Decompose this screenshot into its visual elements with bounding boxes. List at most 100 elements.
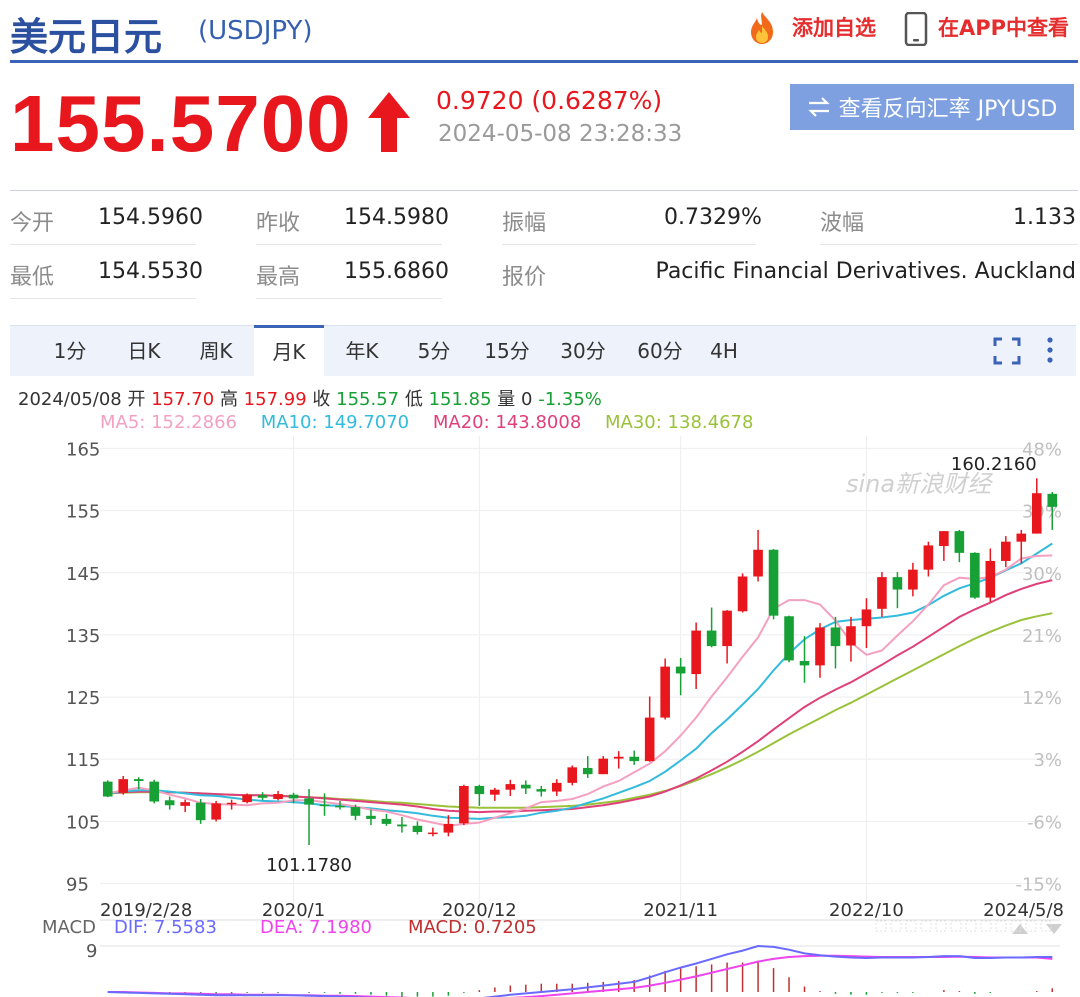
x-tick-label: 2024/5/8 — [983, 900, 1064, 921]
candle — [861, 598, 872, 648]
candle-body — [195, 802, 206, 821]
candle-body — [551, 782, 562, 792]
fire-icon[interactable] — [744, 10, 780, 46]
title-bar: 美元日元 (USDJPY) 添加自选 在APP中查看 — [10, 0, 1078, 63]
tab-1min[interactable]: 1分 — [53, 339, 87, 363]
tab-15min[interactable]: 15分 — [484, 339, 530, 363]
phone-icon[interactable] — [904, 12, 928, 46]
candle-body — [521, 784, 531, 789]
macd-toggle-cell — [1010, 920, 1022, 932]
candle-body — [350, 807, 361, 816]
candle-body — [1016, 533, 1027, 542]
tab-60min[interactable]: 60分 — [637, 339, 683, 363]
candle-body — [954, 531, 965, 553]
open-value: 154.5960 — [98, 205, 203, 230]
candle — [242, 793, 252, 804]
candle — [428, 827, 438, 837]
candle-body — [970, 552, 980, 598]
amplitude-value: 0.7329% — [664, 205, 762, 230]
candle-body — [381, 818, 392, 824]
tab-4h[interactable]: 4H — [710, 339, 738, 363]
candle — [536, 785, 547, 797]
candle-body — [1001, 541, 1011, 561]
candle-body — [536, 789, 547, 792]
candle — [521, 780, 531, 795]
candle — [768, 549, 779, 620]
candle — [474, 784, 485, 806]
more-icon[interactable] — [1044, 336, 1056, 366]
candle — [613, 751, 624, 769]
macd-toggle-cell — [965, 920, 977, 932]
y-tick-label: 105 — [66, 812, 100, 833]
candle-body — [629, 756, 639, 762]
macd-scroll-buttons[interactable] — [1012, 924, 1062, 934]
candle-body — [768, 549, 779, 616]
candle — [459, 784, 469, 826]
macd-toggle-cell — [1025, 920, 1037, 932]
candle-body — [908, 569, 918, 590]
low-label: 最低 — [10, 265, 55, 290]
candle — [490, 787, 500, 801]
candle-body — [799, 661, 810, 666]
ohlc-close: 155.57 — [336, 389, 400, 410]
candle-body — [582, 767, 593, 775]
add-watchlist-button[interactable]: 添加自选 — [792, 16, 876, 40]
ohlc-close-label: 收 — [312, 389, 331, 410]
ma30-line — [107, 612, 1053, 809]
candle — [381, 813, 392, 826]
candle-body — [567, 767, 578, 783]
candle-body — [149, 781, 159, 802]
macd-dea-line — [107, 954, 1053, 997]
open-in-app-button[interactable]: 在APP中查看 — [938, 16, 1070, 40]
candle-body — [985, 560, 996, 598]
macd-toggle-cell — [905, 920, 917, 932]
y-tick-label: 115 — [66, 750, 100, 771]
candle-body — [598, 758, 609, 775]
candle — [304, 789, 314, 846]
quote-source-value: Pacific Financial Derivatives. Auckland — [655, 259, 1076, 284]
open-label: 今开 — [10, 211, 55, 236]
candle — [551, 779, 562, 796]
candle — [598, 756, 609, 775]
candle-body — [861, 609, 872, 627]
candle — [412, 821, 423, 835]
ma5-line — [107, 554, 1053, 827]
candle — [350, 804, 361, 821]
fullscreen-icon[interactable] — [992, 336, 1022, 366]
up-arrow-icon — [368, 92, 410, 152]
quote-source-label: 报价 — [502, 265, 547, 290]
tab-monthly[interactable]: 月K — [254, 325, 324, 376]
candle — [970, 552, 980, 599]
candle — [629, 750, 639, 765]
macd-toggle-cell — [950, 920, 962, 932]
tab-weekly[interactable]: 周K — [199, 339, 233, 363]
ohlc-info: 2024/05/08 开 157.70 高 157.99 收 155.57 低 … — [18, 385, 602, 411]
macd-dif-line — [107, 944, 1053, 997]
candle-body — [474, 785, 485, 795]
tab-30min[interactable]: 30分 — [560, 339, 606, 363]
macd-toggle-cell — [935, 920, 947, 932]
x-tick-label: 2020/12 — [442, 900, 517, 921]
candle — [675, 657, 686, 696]
extreme-annotation: 101.1780 — [266, 855, 352, 876]
candle — [443, 815, 454, 837]
pct-tick-label: 3% — [1033, 750, 1062, 771]
ma20-line — [107, 579, 1053, 814]
ohlc-open: 157.70 — [151, 389, 215, 410]
candle-body — [443, 823, 454, 833]
candle — [706, 607, 717, 648]
tab-yearly[interactable]: 年K — [345, 339, 379, 363]
reverse-rate-button[interactable]: 查看反向汇率 JPYUSD — [790, 84, 1074, 130]
y-tick-label: 155 — [66, 502, 100, 523]
candle — [784, 615, 794, 663]
tab-5min[interactable]: 5分 — [417, 339, 451, 363]
candle — [892, 572, 903, 609]
candle-body — [753, 549, 763, 577]
candle — [846, 616, 856, 662]
candle — [939, 531, 949, 561]
candle-body — [877, 577, 887, 609]
reverse-rate-label: 查看反向汇率 JPYUSD — [838, 97, 1058, 122]
pct-tick-label: -6% — [1027, 812, 1062, 833]
symbol-code: (USDJPY) — [198, 16, 313, 46]
tab-daily[interactable]: 日K — [127, 339, 161, 363]
